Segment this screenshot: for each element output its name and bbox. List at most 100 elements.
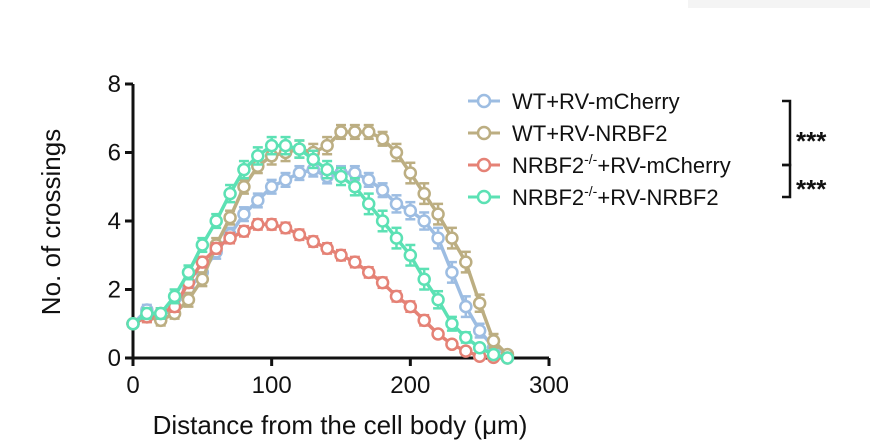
data-point	[223, 186, 237, 201]
data-point	[403, 299, 418, 314]
legend-marker	[476, 189, 492, 205]
series-line	[132, 130, 509, 356]
data-point	[251, 193, 265, 208]
significance-brackets: *** ***	[782, 99, 827, 204]
data-point	[375, 214, 390, 228]
data-point	[361, 197, 376, 211]
data-point	[264, 180, 279, 194]
data-point	[500, 351, 515, 365]
bracket-line	[782, 163, 792, 199]
data-point	[167, 289, 182, 304]
data-point	[472, 323, 487, 338]
data-point	[431, 207, 445, 221]
data-point	[320, 241, 334, 256]
series-3	[126, 135, 515, 365]
data-point	[431, 327, 445, 341]
data-point	[417, 272, 431, 286]
data-point	[278, 221, 293, 235]
legend-marker	[476, 93, 492, 109]
x-tick-label: 300	[529, 372, 569, 399]
data-point	[486, 347, 501, 362]
data-point	[292, 142, 307, 156]
legend-label: NRBF2-/-+RV-mCherry	[512, 151, 731, 178]
data-point	[292, 166, 307, 180]
data-point	[459, 330, 473, 345]
data-point	[140, 306, 154, 321]
data-point	[292, 227, 307, 242]
data-point	[361, 125, 376, 139]
data-point	[472, 340, 487, 355]
data-point	[486, 334, 501, 348]
legend-label-base: WT+RV-NRBF2	[512, 121, 667, 146]
legend-label-base: WT+RV-mCherry	[512, 89, 680, 114]
data-point	[445, 317, 459, 331]
data-point	[445, 265, 459, 280]
series-line	[132, 222, 508, 360]
y-tick-label: 4	[108, 208, 121, 235]
legend-label-superscript: -/-	[584, 183, 598, 199]
data-point	[223, 210, 237, 225]
data-point	[209, 241, 223, 256]
data-point	[389, 197, 404, 211]
data-point	[403, 248, 418, 262]
legend-entry-2: NRBF2-/-+RV-mCherry	[468, 151, 731, 178]
legend-label: NRBF2-/-+RV-NRBF2	[512, 183, 719, 210]
data-point	[348, 166, 362, 180]
data-point	[431, 293, 445, 307]
data-point	[195, 255, 210, 269]
data-point	[403, 203, 418, 218]
data-point	[195, 272, 210, 286]
data-point	[375, 183, 390, 197]
data-point	[306, 234, 321, 249]
y-tick-label: 6	[108, 140, 121, 167]
legend-label-base: NRBF2	[512, 185, 584, 210]
data-point	[389, 145, 404, 160]
legend-marker	[476, 157, 492, 173]
data-point	[264, 217, 279, 232]
significance-label: ***	[796, 126, 827, 156]
data-point	[417, 214, 431, 228]
data-point	[223, 231, 237, 245]
data-point	[306, 152, 321, 167]
data-point	[375, 132, 390, 146]
data-point	[417, 186, 431, 201]
y-tick-label: 0	[108, 345, 121, 372]
data-point	[431, 231, 445, 245]
data-point	[375, 275, 390, 290]
legend-label-superscript: -/-	[584, 151, 598, 167]
data-point	[237, 207, 251, 221]
data-point	[181, 265, 196, 280]
data-point	[459, 299, 473, 314]
data-point	[389, 289, 404, 304]
significance-bracket-1: ***	[782, 163, 827, 204]
data-point	[334, 125, 348, 139]
data-point	[361, 173, 376, 187]
x-tick-label: 200	[390, 372, 430, 399]
data-point	[403, 166, 418, 180]
data-point	[334, 248, 348, 262]
data-point	[417, 313, 431, 328]
data-point	[251, 217, 265, 232]
data-point	[278, 173, 293, 187]
data-point	[348, 125, 362, 139]
data-point	[361, 265, 376, 280]
legend: WT+RV-mCherryWT+RV-NRBF2NRBF2-/-+RV-mChe…	[468, 89, 731, 210]
data-point	[348, 180, 362, 194]
significance-bracket-0: ***	[782, 99, 827, 167]
data-point	[237, 180, 251, 194]
data-point	[181, 293, 196, 307]
plot-area	[126, 123, 515, 365]
legend-label-tail: +RV-mCherry	[597, 153, 730, 178]
data-point	[195, 238, 210, 252]
x-tick-label: 0	[126, 372, 139, 399]
data-point	[459, 344, 473, 358]
data-point	[459, 255, 473, 269]
top-right-bar	[688, 0, 870, 8]
data-point	[320, 138, 334, 153]
data-point	[209, 214, 223, 228]
legend-label-tail: +RV-NRBF2	[597, 185, 718, 210]
data-point	[237, 162, 251, 177]
series-line	[131, 143, 508, 360]
y-tick-label: 2	[108, 277, 121, 304]
